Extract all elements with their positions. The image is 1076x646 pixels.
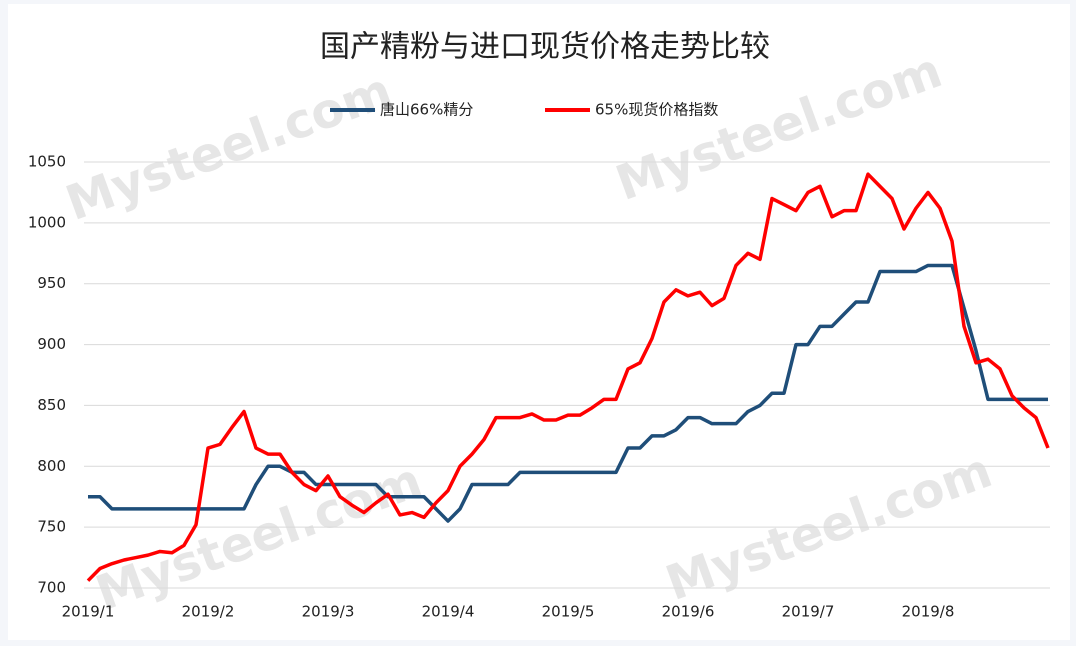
plot-background xyxy=(8,4,1070,640)
y-tick-label: 950 xyxy=(37,274,66,292)
x-tick-label: 2019/5 xyxy=(542,603,595,621)
x-tick-label: 2019/1 xyxy=(62,603,115,621)
x-tick-label: 2019/8 xyxy=(902,603,955,621)
legend-label: 唐山66%精分 xyxy=(380,101,473,119)
y-tick-label: 1000 xyxy=(28,213,66,231)
chart-title: 国产精粉与进口现货价格走势比较 xyxy=(320,30,770,65)
legend-label: 65%现货价格指数 xyxy=(595,101,718,119)
x-tick-label: 2019/7 xyxy=(782,603,835,621)
y-tick-label: 900 xyxy=(37,335,66,353)
y-tick-label: 1050 xyxy=(28,153,66,171)
series-line xyxy=(88,263,1048,523)
x-tick-label: 2019/6 xyxy=(662,603,715,621)
x-tick-label: 2019/4 xyxy=(422,603,475,621)
y-tick-label: 850 xyxy=(37,396,66,414)
x-tick-label: 2019/3 xyxy=(302,603,355,621)
y-tick-label: 750 xyxy=(37,518,66,536)
y-tick-label: 800 xyxy=(37,457,66,475)
series-line xyxy=(86,172,1050,582)
x-tick-label: 2019/2 xyxy=(182,603,235,621)
y-tick-label: 700 xyxy=(37,579,66,597)
